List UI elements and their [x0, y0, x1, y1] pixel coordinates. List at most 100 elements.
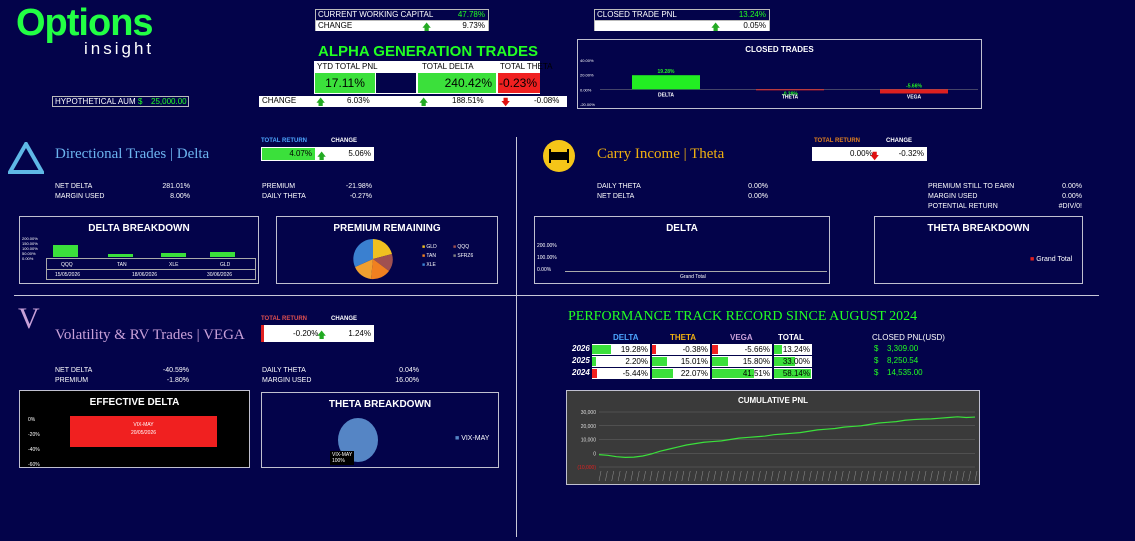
vega-theta-breakdown-title: THETA BREAKDOWN [328, 399, 432, 410]
delta-return-box: TOTAL RETURN CHANGE 4.07% 🡅 5.06% [261, 137, 374, 163]
alpha-spacer [376, 73, 416, 93]
perf-year: 2025 [572, 356, 590, 365]
ytick: 0.00% [22, 256, 34, 261]
alpha-header-delta: TOTAL DELTA [422, 62, 474, 71]
net-delta-value: 281.01% [162, 183, 190, 190]
ytick: 10,000 [581, 438, 597, 444]
margin-used-value: 8.00% [170, 193, 190, 200]
perf-header-vega: VEGA [730, 333, 753, 342]
xtick [783, 470, 787, 482]
ytick: 150.00% [22, 241, 38, 246]
vega-theta-breakdown-panel: THETA BREAKDOWN VIX-MAY 100% ■ VIX-MAY [261, 392, 499, 468]
perf-databar [712, 369, 754, 378]
alpha-delta-value: 240.42% [418, 73, 496, 93]
cumulative-pnl-title: CUMULATIVE PNL [737, 396, 809, 405]
premium-pie [353, 239, 393, 280]
hypothetical-aum-box: HYPOTHETICAL AUM $ 25,000.00 [52, 96, 189, 107]
perf-cell: 33.00% [774, 356, 812, 367]
premium-legend: ■ GLD ■ TAN ■ XLE [422, 244, 437, 268]
vega-return-box: TOTAL RETURN CHANGE -0.20% 🡅 1.24% [261, 315, 374, 345]
perf-value: 2.20% [625, 357, 648, 366]
working-capital-change-label: CHANGE [318, 21, 353, 30]
perf-databar [652, 369, 674, 378]
theta-daily-value: 0.00% [748, 183, 768, 190]
legend-gld: GLD [426, 244, 437, 250]
xtick [707, 470, 710, 482]
perf-cell: -0.38% [652, 344, 710, 355]
perf-year: 2024 [572, 368, 590, 377]
ytick: 100.00% [22, 246, 38, 251]
xtick [732, 470, 736, 482]
axis-line [565, 271, 827, 272]
premium-legend-2: ■ QQQ ■ SFRZ6 [453, 244, 474, 259]
legend-vix-may: VIX-MAY [461, 435, 490, 442]
working-capital-value: 47.78% [457, 10, 485, 19]
ytick: 0.00% [580, 87, 592, 92]
xtick [942, 470, 946, 482]
theta-delta-title: DELTA [666, 223, 698, 234]
perf-closed-pnl: 3,309.00 [887, 344, 919, 353]
alpha-change-ytd: 6.03% [347, 96, 370, 105]
pnl-line [598, 416, 976, 458]
bar-vega [880, 89, 948, 94]
theta-breakdown-title: THETA BREAKDOWN [927, 223, 1030, 234]
perf-currency: $ [874, 344, 879, 353]
perf-cell: 22.07% [652, 368, 710, 379]
vega-change-label: CHANGE [331, 316, 358, 322]
arrow-up-icon: 🡅 [317, 151, 327, 161]
xtick [605, 470, 608, 482]
theta-change-label: CHANGE [886, 138, 913, 144]
xtick [847, 470, 850, 482]
vega-change-value: 1.24% [348, 329, 371, 338]
logo-main: Options [16, 2, 154, 44]
cumulative-pnl-plot: 30,000 20,000 10,000 0 (10,000) [577, 410, 978, 482]
ytick: 40.00% [580, 58, 594, 63]
theta-delta-yaxis: 200.00% 100.00% 0.00% [537, 240, 557, 276]
legend-sfrz6: SFRZ6 [457, 253, 474, 259]
ytick: -20% [28, 432, 40, 438]
xlabel-qqq: QQQ [61, 262, 73, 268]
vega-section-title: Volatility & RV Trades | VEGA [55, 327, 245, 343]
xtick [872, 470, 876, 482]
delta-breakdown-xaxis: QQQ TAN XLE GLD 15/05/2026 18/06/2026 30… [46, 258, 256, 280]
xtick [713, 470, 716, 482]
data-label: 19.28% [658, 69, 676, 75]
vega-theta-legend: ■ VIX-MAY [455, 435, 490, 442]
divider-vertical [516, 137, 517, 537]
alpha-change-row: CHANGE 🡅 6.03% 🡅 188.51% 🡇 -0.08% [259, 96, 567, 107]
theta-change-value: -0.32% [898, 149, 924, 158]
theta-stats-left: DAILY THETA 0.00% NET DELTA 0.00% [597, 183, 768, 203]
perf-databar [774, 357, 795, 366]
pie-slice-sfrz6 [353, 239, 373, 267]
ytick: -20.00% [580, 102, 595, 107]
xtick [694, 470, 697, 482]
theta-section-title: Carry Income | Theta [597, 146, 725, 162]
bar-delta [632, 75, 700, 90]
theta-margin-value: 0.00% [1062, 193, 1082, 200]
xdate: 18/06/2026 [132, 272, 158, 278]
vega-margin-label: MARGIN USED [262, 377, 312, 384]
delta-return-value: 4.07% [262, 148, 315, 160]
premium-to-earn-value: 0.00% [1062, 183, 1082, 190]
xtick [777, 470, 780, 482]
xtick [700, 470, 704, 482]
xtick [688, 470, 691, 482]
bar-date: 20/05/2026 [130, 430, 157, 436]
slice-value: 100% [332, 458, 345, 464]
xtick [891, 470, 895, 482]
closed-trade-pnl-box: CLOSED TRADE PNL 13.24% 🡅 0.05% [594, 9, 770, 32]
perf-databar [592, 369, 598, 378]
vega-net-delta-label: NET DELTA [55, 367, 93, 374]
xtick [739, 470, 742, 482]
aum-currency: $ [138, 97, 143, 106]
xtick [764, 470, 767, 482]
arrow-up-icon: 🡅 [711, 22, 721, 32]
delta-bar-tan [108, 254, 133, 257]
ytick: 100.00% [537, 255, 557, 261]
ytick: -60% [28, 462, 40, 468]
xtick [681, 470, 685, 482]
legend-tan: TAN [426, 253, 436, 259]
xtick [719, 470, 723, 482]
arrow-up-icon: 🡅 [317, 330, 327, 340]
xtick [611, 470, 614, 482]
